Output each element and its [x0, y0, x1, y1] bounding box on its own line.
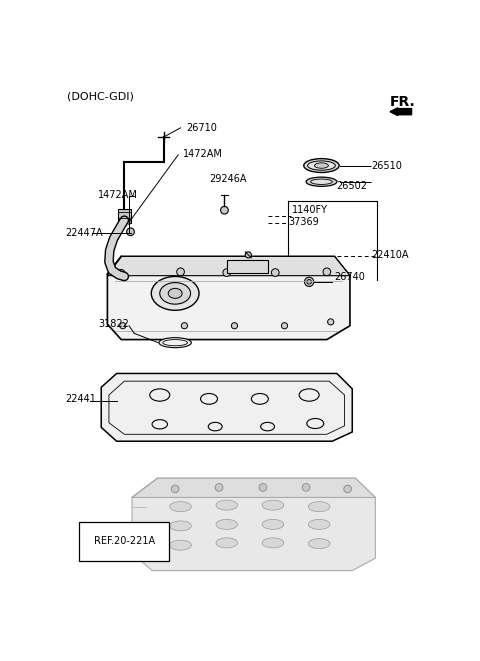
Ellipse shape	[262, 500, 284, 510]
Text: 26740: 26740	[335, 272, 365, 282]
Ellipse shape	[216, 500, 238, 510]
Ellipse shape	[170, 521, 192, 531]
Ellipse shape	[216, 538, 238, 548]
Ellipse shape	[262, 520, 284, 529]
Circle shape	[259, 484, 267, 491]
Text: 29246A: 29246A	[209, 175, 247, 184]
Polygon shape	[227, 260, 267, 274]
Text: 1140FY: 1140FY	[292, 205, 328, 215]
Text: (DOHC-GDI): (DOHC-GDI)	[67, 92, 134, 102]
Text: 22410A: 22410A	[372, 250, 409, 260]
Circle shape	[215, 484, 223, 491]
Ellipse shape	[170, 502, 192, 512]
Text: 26510: 26510	[372, 161, 402, 171]
Circle shape	[120, 323, 126, 329]
Ellipse shape	[311, 179, 332, 184]
Ellipse shape	[306, 177, 337, 186]
Text: FR.: FR.	[390, 95, 415, 108]
Bar	[118, 209, 131, 223]
FancyArrow shape	[390, 108, 411, 116]
Circle shape	[221, 206, 228, 214]
Circle shape	[323, 268, 331, 276]
Ellipse shape	[159, 338, 192, 348]
Circle shape	[127, 228, 134, 235]
Text: 22447A: 22447A	[65, 228, 103, 239]
Circle shape	[127, 219, 131, 224]
Ellipse shape	[151, 276, 199, 310]
Ellipse shape	[216, 520, 238, 529]
Polygon shape	[132, 478, 375, 570]
Circle shape	[271, 269, 279, 276]
Circle shape	[118, 270, 125, 277]
Circle shape	[223, 269, 230, 276]
Circle shape	[231, 323, 238, 329]
Circle shape	[171, 485, 179, 493]
Ellipse shape	[314, 163, 328, 169]
Circle shape	[328, 319, 334, 325]
Polygon shape	[108, 256, 350, 276]
Circle shape	[302, 484, 310, 491]
Text: 26710: 26710	[186, 123, 217, 133]
Circle shape	[307, 280, 312, 284]
Text: 31822: 31822	[98, 319, 129, 329]
Ellipse shape	[308, 502, 330, 512]
Ellipse shape	[308, 539, 330, 549]
Ellipse shape	[308, 520, 330, 529]
Ellipse shape	[262, 538, 284, 548]
Text: 26502: 26502	[336, 180, 367, 190]
Ellipse shape	[168, 288, 182, 298]
Circle shape	[304, 277, 314, 286]
Circle shape	[281, 323, 288, 329]
Circle shape	[245, 252, 252, 258]
Ellipse shape	[308, 161, 336, 170]
Text: 1472AM: 1472AM	[98, 190, 138, 200]
Ellipse shape	[170, 540, 192, 550]
Text: 22441: 22441	[65, 394, 96, 404]
Text: REF.20-221A: REF.20-221A	[94, 536, 155, 547]
Circle shape	[344, 485, 351, 493]
Ellipse shape	[163, 340, 188, 346]
Ellipse shape	[304, 159, 339, 173]
Text: 37369: 37369	[288, 217, 319, 227]
Polygon shape	[132, 478, 375, 498]
Polygon shape	[108, 256, 350, 340]
Polygon shape	[101, 373, 352, 442]
Ellipse shape	[160, 283, 191, 304]
Circle shape	[177, 268, 184, 276]
Circle shape	[181, 323, 188, 329]
Text: 1472AM: 1472AM	[183, 149, 223, 159]
